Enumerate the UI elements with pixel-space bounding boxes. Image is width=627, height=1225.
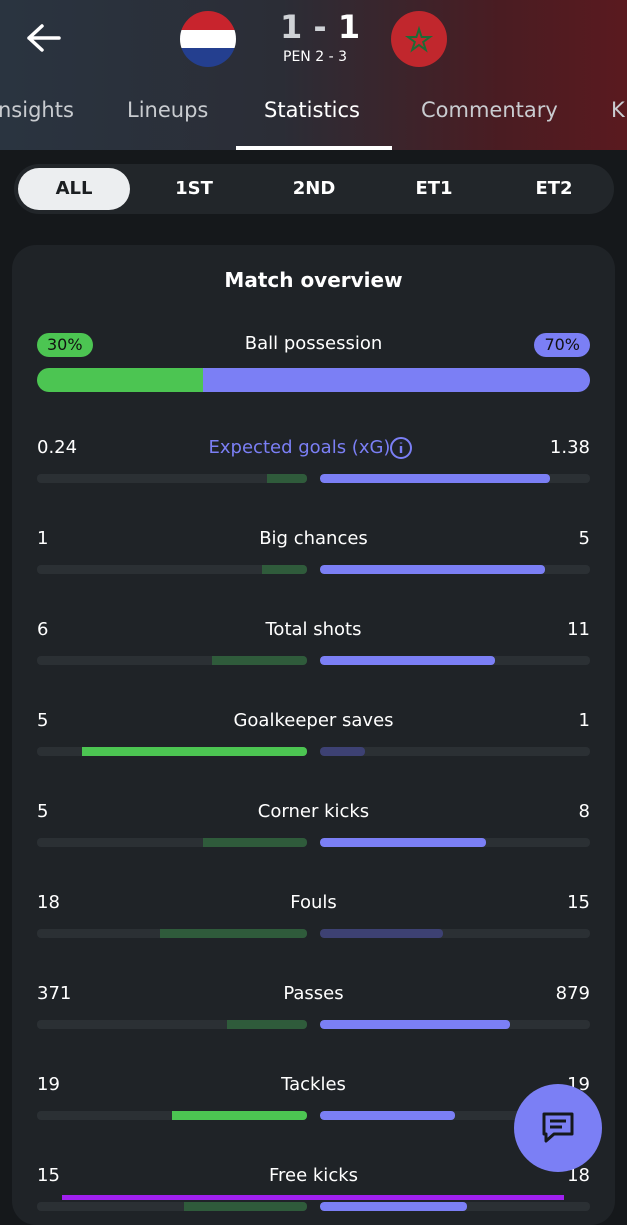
away-bar: [320, 656, 495, 665]
home-value: 19: [37, 1074, 60, 1095]
away-value: 879: [555, 983, 590, 1004]
home-value: 1: [37, 528, 49, 549]
stat-name: Goalkeeper saves: [233, 710, 394, 731]
overview-card: [12, 245, 615, 1225]
away-flag: [391, 11, 447, 67]
stat-name: Tackles: [281, 1074, 346, 1095]
away-track: [320, 929, 590, 938]
stat-name: Fouls: [290, 892, 337, 913]
away-bar: [320, 838, 487, 847]
away-value: 15: [567, 892, 590, 913]
tab-indicator: [236, 146, 392, 150]
home-value: 15: [37, 1165, 60, 1186]
home-bar: [159, 929, 307, 938]
home-bar: [82, 747, 307, 756]
home-track: [37, 1111, 307, 1120]
away-track: [320, 1020, 590, 1029]
tab[interactable]: K: [611, 98, 625, 122]
chat-button[interactable]: [514, 1084, 602, 1172]
penalty-score: PEN 2 - 3: [283, 49, 347, 65]
home-bar: [172, 1111, 307, 1120]
period-tab[interactable]: ET1: [415, 178, 453, 199]
home-value: 5: [37, 710, 49, 731]
back-button[interactable]: [24, 22, 62, 54]
home-possession-bar: [37, 368, 203, 392]
home-value: 30%: [37, 333, 93, 357]
away-bar: [320, 474, 550, 483]
home-track: [37, 474, 307, 483]
bottom-indicator: [62, 1195, 564, 1200]
stat-name: Expected goals (xG): [208, 437, 391, 458]
stat-name: Passes: [283, 983, 344, 1004]
away-value: 70%: [534, 333, 590, 357]
stat-name: Free kicks: [268, 1165, 359, 1186]
home-value: 371: [37, 983, 72, 1004]
home-bar: [203, 838, 307, 847]
home-track: [37, 1202, 307, 1211]
home-track: [37, 1020, 307, 1029]
away-value: 11: [567, 619, 590, 640]
home-bar: [267, 474, 307, 483]
away-bar: [320, 929, 443, 938]
home-score: 1: [280, 8, 303, 46]
away-bar: [320, 1202, 468, 1211]
stat-name: Total shots: [265, 619, 362, 640]
header: 1 - 1 PEN 2 - 3 nsights Lineups Statistics…: [0, 0, 627, 150]
score-separator: -: [313, 8, 327, 46]
away-bar: [320, 1111, 455, 1120]
away-track: [320, 1202, 590, 1211]
period-tab[interactable]: 2ND: [292, 178, 336, 199]
away-possession-bar: [202, 368, 590, 392]
away-track: [320, 1111, 590, 1120]
card-title: Match overview: [224, 268, 403, 292]
tab[interactable]: nsights: [0, 98, 74, 122]
stat-name: Ball possession: [244, 333, 383, 354]
tab[interactable]: Statistics: [264, 98, 360, 122]
home-track: [37, 565, 307, 574]
period-tab[interactable]: 1ST: [175, 178, 213, 199]
stat-name: Big chances: [259, 528, 368, 549]
away-value: 8: [578, 801, 590, 822]
away-track: [320, 565, 590, 574]
away-bar: [320, 565, 545, 574]
away-value: 5: [578, 528, 590, 549]
home-bar: [184, 1202, 307, 1211]
home-track: [37, 838, 307, 847]
home-track: [37, 929, 307, 938]
home-value: 6: [37, 619, 49, 640]
home-flag: [180, 11, 236, 67]
tab[interactable]: Commentary: [421, 98, 558, 122]
away-bar: [320, 747, 365, 756]
away-track: [320, 474, 590, 483]
home-value: 5: [37, 801, 49, 822]
home-value: 0.24: [37, 437, 78, 458]
home-bar: [262, 565, 307, 574]
home-value: 18: [37, 892, 60, 913]
home-track: [37, 656, 307, 665]
tab[interactable]: Lineups: [127, 98, 209, 122]
away-track: [320, 747, 590, 756]
stat-name: Corner kicks: [257, 801, 370, 822]
away-track: [320, 838, 590, 847]
period-tab[interactable]: ET2: [535, 178, 573, 199]
home-bar: [211, 656, 307, 665]
away-score: 1: [337, 8, 361, 46]
home-track: [37, 747, 307, 756]
away-value: 18: [567, 1165, 590, 1186]
home-bar: [226, 1020, 307, 1029]
info-icon[interactable]: [389, 436, 413, 460]
away-track: [320, 656, 590, 665]
score: 1 - 1: [280, 8, 360, 46]
period-tab[interactable]: ALL: [18, 168, 130, 210]
away-bar: [320, 1020, 510, 1029]
away-value: 1.38: [549, 437, 590, 458]
away-value: 1: [578, 710, 590, 731]
